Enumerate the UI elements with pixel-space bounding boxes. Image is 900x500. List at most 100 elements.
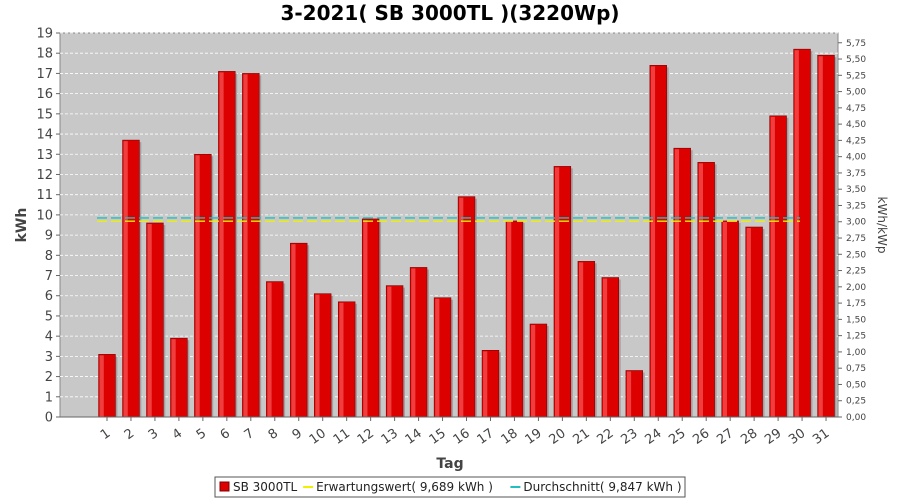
y2-tick-label: 5,00 bbox=[846, 88, 866, 98]
legend-label: Durchschnitt( 9,847 kWh ) bbox=[523, 480, 681, 494]
y2-tick-label: 0,00 bbox=[846, 413, 866, 423]
y-tick-label: 14 bbox=[36, 128, 53, 143]
y-tick-label: 8 bbox=[45, 249, 53, 264]
bar-highlight bbox=[387, 286, 392, 417]
x-tick-label: 17 bbox=[475, 426, 497, 448]
y2-axis-title: kWh/kWp bbox=[875, 197, 889, 254]
x-tick-label: 15 bbox=[427, 426, 449, 448]
x-tick-label: 25 bbox=[666, 426, 688, 448]
x-tick-label: 4 bbox=[170, 426, 185, 443]
x-tick-label: 18 bbox=[499, 426, 521, 448]
y-tick-label: 6 bbox=[45, 289, 53, 304]
y-tick-label: 5 bbox=[45, 309, 53, 324]
bar-highlight bbox=[243, 74, 248, 417]
y2-tick-label: 5,50 bbox=[846, 55, 866, 65]
bar-highlight bbox=[674, 149, 680, 417]
x-tick-label: 30 bbox=[786, 426, 808, 448]
x-tick-label: 27 bbox=[714, 426, 736, 448]
y2-tick-label: 4,25 bbox=[846, 136, 866, 146]
bar-highlight bbox=[363, 219, 368, 417]
y2-tick-label: 5,75 bbox=[846, 39, 866, 49]
legend-label: SB 3000TL bbox=[233, 480, 298, 494]
bar-highlight bbox=[171, 339, 176, 417]
y-tick-label: 7 bbox=[45, 269, 53, 284]
y-tick-label: 13 bbox=[36, 148, 53, 163]
bar-highlight bbox=[794, 50, 799, 417]
x-tick-label: 1 bbox=[98, 426, 113, 443]
x-tick-label: 21 bbox=[570, 426, 592, 448]
y-tick-label: 3 bbox=[45, 350, 53, 365]
y2-tick-label: 3,50 bbox=[846, 185, 866, 195]
y-tick-label: 4 bbox=[45, 330, 53, 345]
y-tick-label: 18 bbox=[36, 47, 53, 62]
x-tick-label: 2 bbox=[122, 426, 137, 443]
y2-axis: 0,00 0,25 0,50 0,75 1,00 1,25 1,50 1,75 2,00 2,25… bbox=[838, 39, 866, 423]
x-tick-label: 20 bbox=[547, 426, 569, 448]
x-tick-label: 9 bbox=[290, 426, 305, 443]
bar-highlight bbox=[722, 221, 727, 417]
y2-tick-label: 4,50 bbox=[846, 120, 866, 130]
y2-tick-label: 3,75 bbox=[846, 169, 866, 179]
y-tick-label: 1 bbox=[45, 390, 53, 405]
bar-highlight bbox=[147, 223, 152, 417]
legend-box bbox=[214, 476, 686, 498]
bar-highlight bbox=[770, 116, 775, 417]
legend: SB 3000TL Erwartungswert( 9,689 kWh ) Durc… bbox=[214, 476, 686, 498]
bar-highlight bbox=[626, 371, 632, 417]
y2-tick-label: 5,25 bbox=[846, 71, 866, 81]
x-tick-label: 14 bbox=[403, 426, 425, 448]
x-tick-label: 31 bbox=[810, 426, 832, 448]
bar-highlight bbox=[99, 355, 104, 417]
bar-highlight bbox=[219, 72, 224, 418]
x-tick-label: 10 bbox=[307, 426, 329, 448]
x-tick-label: 13 bbox=[379, 426, 401, 448]
y2-tick-label: 0,50 bbox=[846, 380, 866, 390]
y2-tick-label: 3,00 bbox=[846, 218, 866, 228]
bar-highlight bbox=[602, 278, 608, 417]
bar-highlight bbox=[435, 298, 440, 417]
y2-tick-label: 1,75 bbox=[846, 299, 866, 309]
bar-highlight bbox=[578, 262, 584, 417]
y-tick-label: 12 bbox=[36, 168, 53, 183]
y2-tick-label: 4,00 bbox=[846, 153, 866, 163]
x-tick-label: 6 bbox=[218, 426, 233, 443]
legend-label: Erwartungswert( 9,689 kWh ) bbox=[316, 480, 493, 494]
x-tick-label: 28 bbox=[738, 426, 760, 448]
y2-tick-label: 2,25 bbox=[846, 267, 866, 277]
y2-tick-label: 2,00 bbox=[846, 283, 866, 293]
bar-highlight bbox=[554, 167, 560, 417]
y-tick-label: 17 bbox=[36, 67, 53, 82]
x-tick-label: 22 bbox=[594, 426, 616, 448]
bar-highlight bbox=[315, 294, 320, 417]
legend-swatch-bar bbox=[219, 481, 230, 492]
reference-lines bbox=[97, 217, 800, 222]
y-tick-label: 16 bbox=[36, 87, 53, 102]
y2-tick-label: 1,00 bbox=[846, 348, 866, 358]
x-tick-label: 7 bbox=[242, 426, 257, 443]
y-tick-label: 2 bbox=[45, 370, 53, 385]
y2-tick-label: 1,25 bbox=[846, 332, 866, 342]
y-axis-title: kWh bbox=[14, 208, 30, 243]
x-axis: 1 2 3 4 5 6 7 8 9 10 11 12 13 14 15 16 17 18 19 20 21 22 23 24 2… bbox=[60, 416, 838, 448]
bar-highlight bbox=[650, 66, 656, 417]
bar-highlight bbox=[339, 302, 344, 417]
x-tick-label: 23 bbox=[618, 426, 640, 448]
bar-highlight bbox=[507, 221, 512, 417]
y-tick-label: 10 bbox=[36, 208, 53, 223]
x-tick-label: 29 bbox=[762, 426, 784, 448]
x-tick-label: 16 bbox=[451, 426, 473, 448]
x-axis-title: Tag bbox=[436, 456, 463, 472]
chart-title: 3-2021( SB 3000TL )(3220Wp) bbox=[280, 1, 619, 25]
x-tick-label: 3 bbox=[146, 426, 161, 443]
y2-tick-label: 1,50 bbox=[846, 315, 866, 325]
y-tick-label: 11 bbox=[36, 188, 53, 203]
y-tick-label: 9 bbox=[45, 229, 53, 244]
y2-tick-label: 2,75 bbox=[846, 234, 866, 244]
x-tick-label: 24 bbox=[642, 426, 664, 448]
x-tick-label: 11 bbox=[331, 426, 353, 448]
y2-tick-label: 0,25 bbox=[846, 397, 866, 407]
bar-highlight bbox=[411, 268, 416, 417]
bar-highlight bbox=[123, 141, 128, 417]
